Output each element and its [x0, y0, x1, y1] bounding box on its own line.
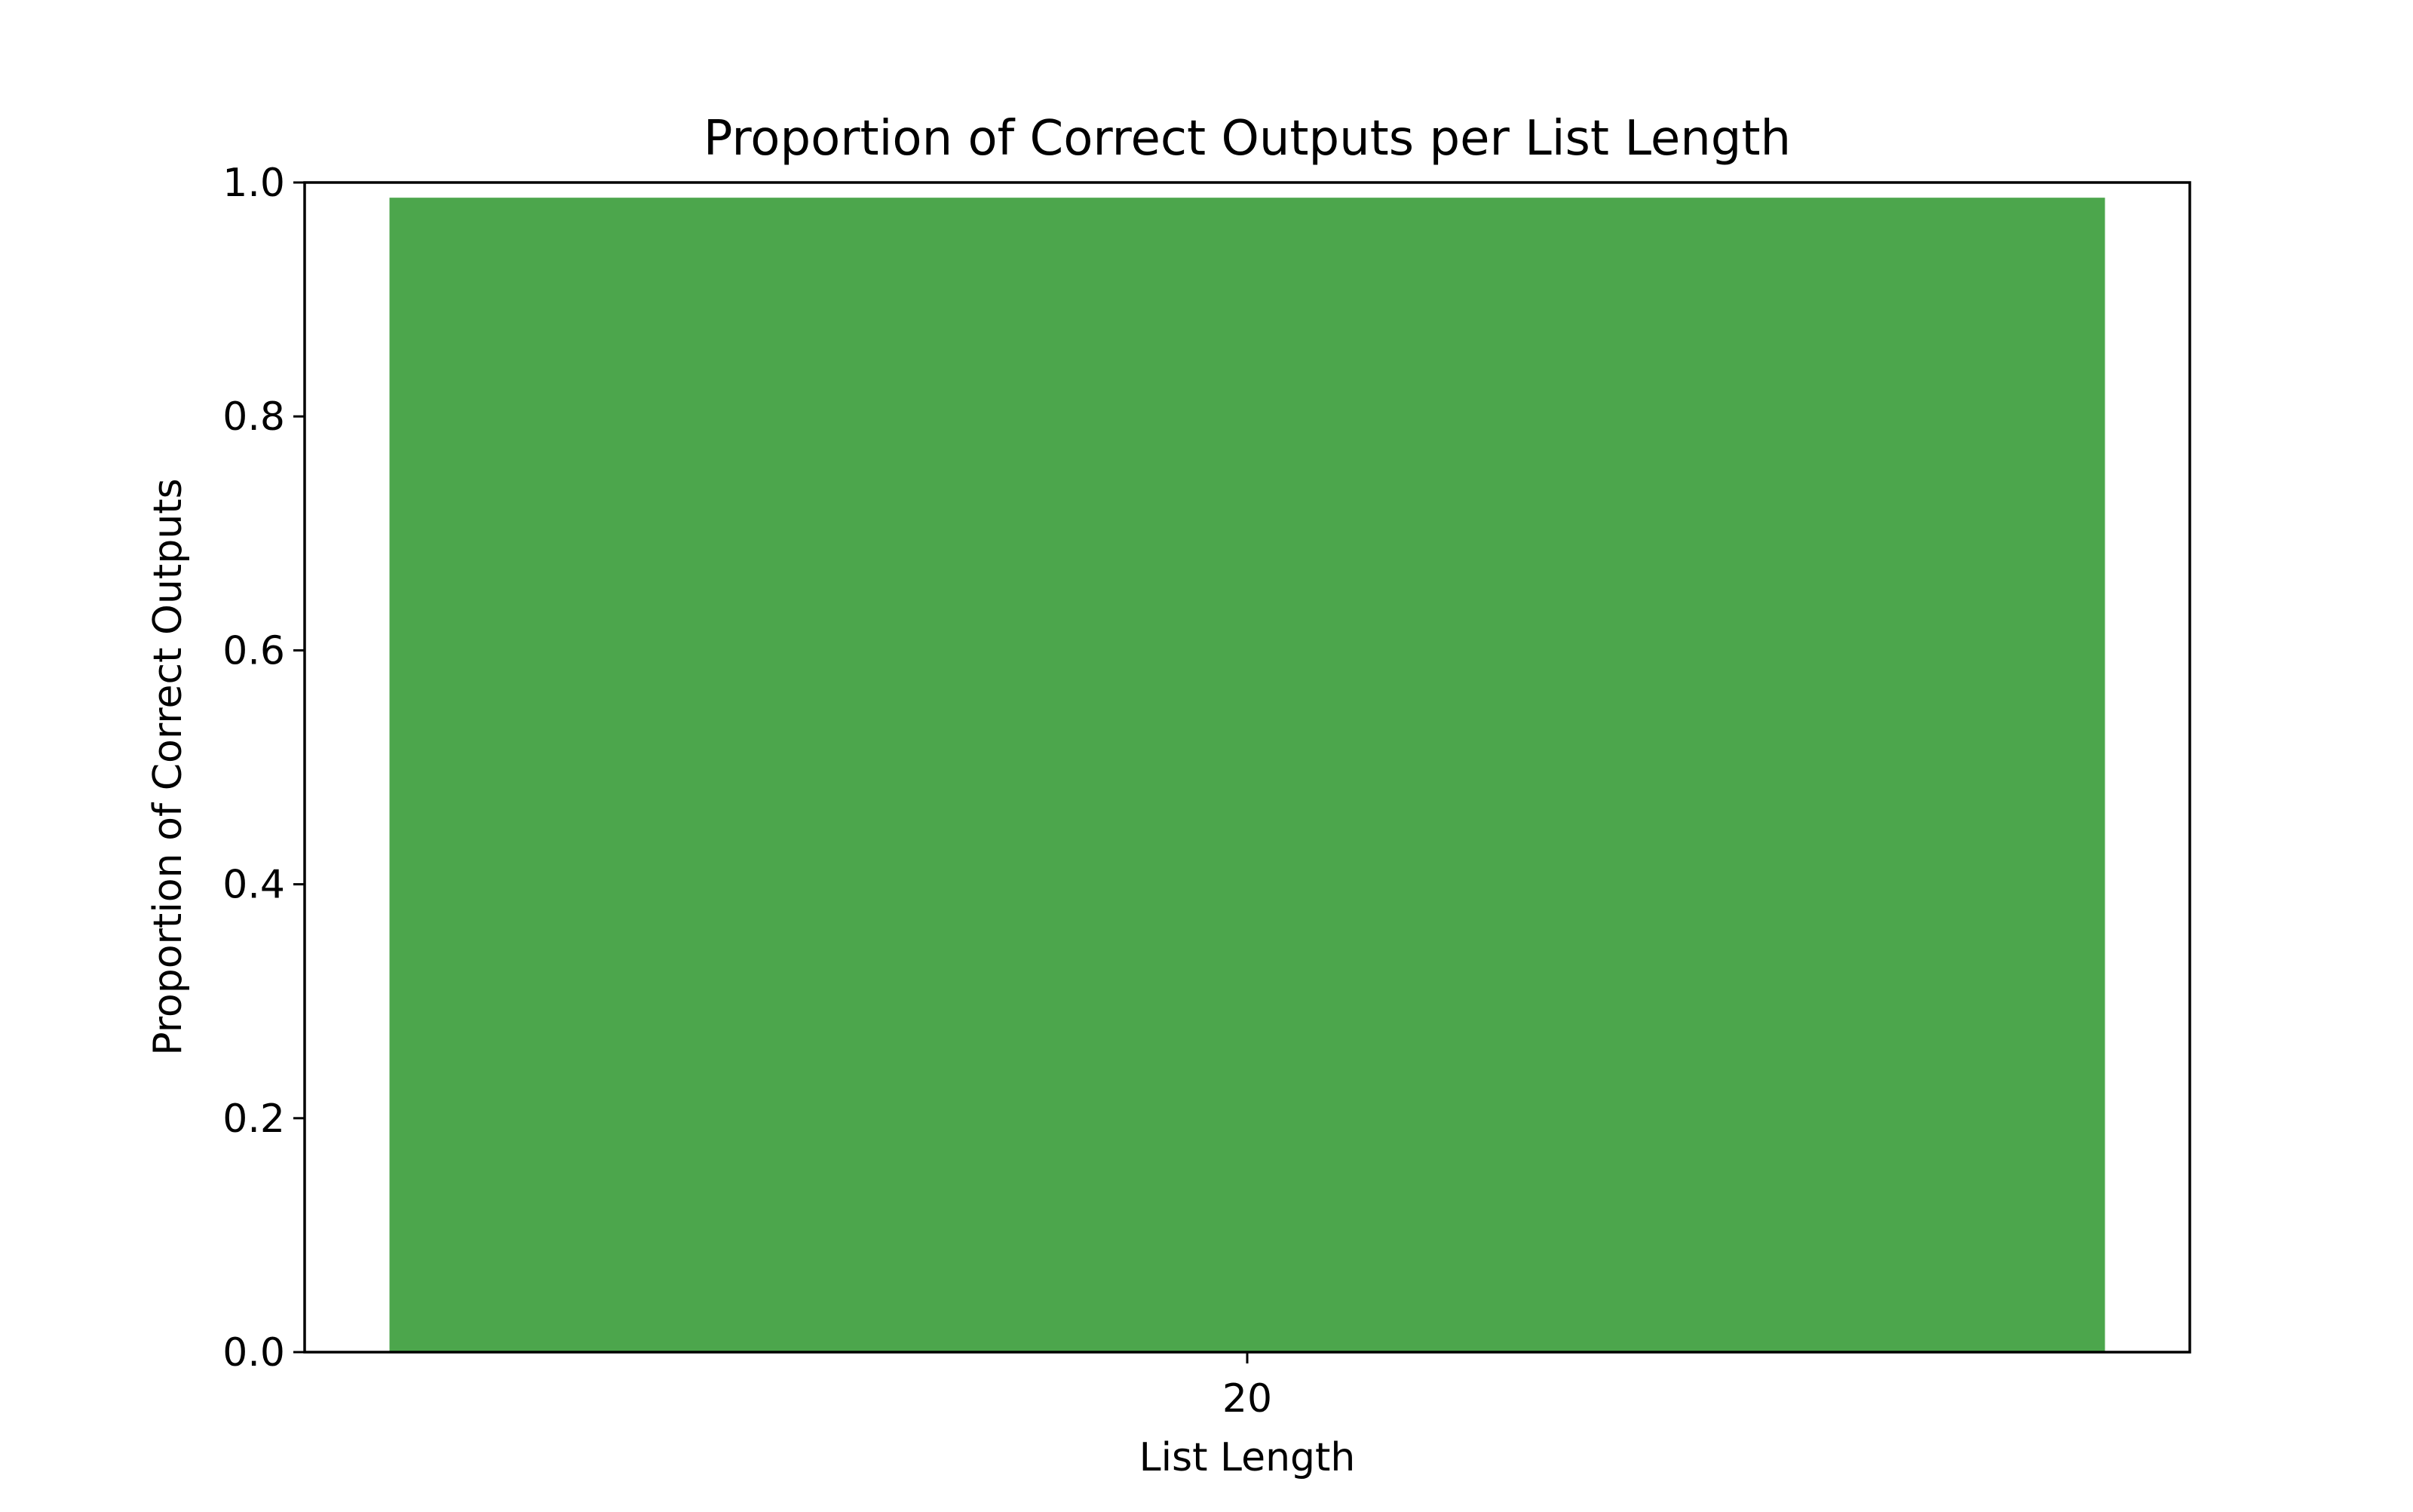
y-tick-label: 0.0: [222, 1330, 285, 1376]
bars-layer: [389, 198, 2105, 1353]
y-tick-label: 0.8: [222, 394, 285, 440]
y-tick-label: 0.6: [222, 628, 285, 673]
x-axis-label: List Length: [1139, 1435, 1356, 1480]
y-tick-label: 0.2: [222, 1096, 285, 1142]
y-tick-label: 0.4: [222, 863, 285, 908]
x-tick-label: 20: [1222, 1376, 1272, 1422]
x-axis-ticks: 20: [1222, 1352, 1272, 1422]
y-axis-label: Proportion of Correct Outputs: [146, 478, 191, 1056]
chart-title: Proportion of Correct Outputs per List L…: [704, 111, 1791, 167]
bar-20: [389, 198, 2105, 1353]
y-tick-label: 1.0: [222, 161, 285, 206]
y-axis-ticks: 0.0 0.2 0.4 0.6 0.8 1.0: [222, 161, 305, 1376]
